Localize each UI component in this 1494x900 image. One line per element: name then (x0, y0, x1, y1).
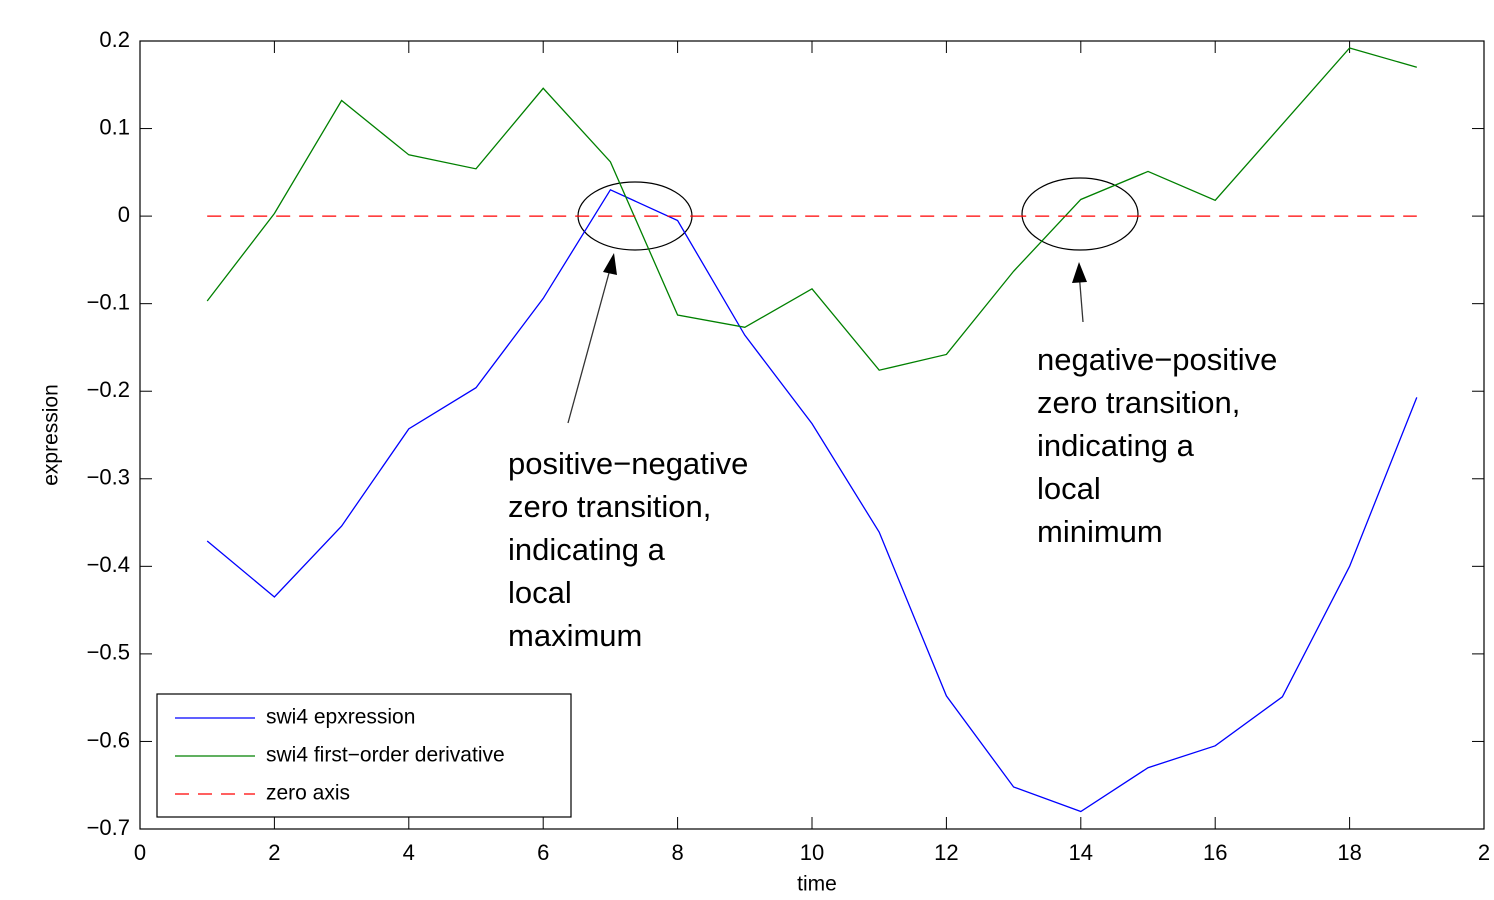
annotation-text: maximum (508, 618, 642, 653)
annotation-text: indicating a (508, 532, 666, 567)
annotation-text: positive−negative (508, 446, 748, 481)
y-tick-label: −0.6 (87, 727, 130, 752)
legend-label: zero axis (266, 782, 350, 805)
y-tick-label: −0.5 (87, 640, 130, 665)
y-tick-label: −0.2 (87, 377, 130, 402)
y-axis-label: expression (40, 384, 63, 486)
legend-label: swi4 epxression (266, 706, 415, 729)
x-tick-label: 18 (1337, 840, 1361, 865)
annotation-text: minimum (1037, 514, 1163, 549)
x-tick-label: 2 (1478, 840, 1490, 865)
series-line (206, 189, 1418, 813)
y-tick-label: −0.4 (87, 552, 130, 577)
series-line (206, 47, 1417, 371)
arrow-head (603, 253, 617, 275)
x-tick-label: 12 (934, 840, 958, 865)
y-tick-label: −0.3 (87, 465, 130, 490)
annotation-text: indicating a (1037, 428, 1195, 463)
x-tick-label: 2 (268, 840, 280, 865)
y-tick-label: 0 (118, 202, 130, 227)
x-tick-label: 14 (1069, 840, 1093, 865)
y-tick-label: −0.1 (87, 289, 130, 314)
annotation-text: zero transition, (508, 489, 711, 524)
x-tick-label: 0 (134, 840, 146, 865)
annotation-text: local (508, 575, 572, 610)
x-tick-label: 16 (1203, 840, 1227, 865)
annotation-text: local (1037, 471, 1101, 506)
arrow-head (1072, 262, 1087, 283)
x-axis-label: time (797, 873, 837, 896)
x-tick-label: 4 (403, 840, 415, 865)
x-tick-label: 10 (800, 840, 824, 865)
y-tick-label: 0.1 (99, 114, 130, 139)
highlight-ellipse (1021, 177, 1139, 251)
annotation-text: negative−positive (1037, 342, 1277, 377)
y-tick-label: 0.2 (99, 27, 130, 52)
annotation-text: zero transition, (1037, 385, 1240, 420)
legend-label: swi4 first−order derivative (266, 744, 505, 767)
y-tick-label: −0.7 (87, 815, 130, 840)
x-tick-label: 6 (537, 840, 549, 865)
arrow (567, 261, 613, 424)
x-tick-label: 8 (671, 840, 683, 865)
